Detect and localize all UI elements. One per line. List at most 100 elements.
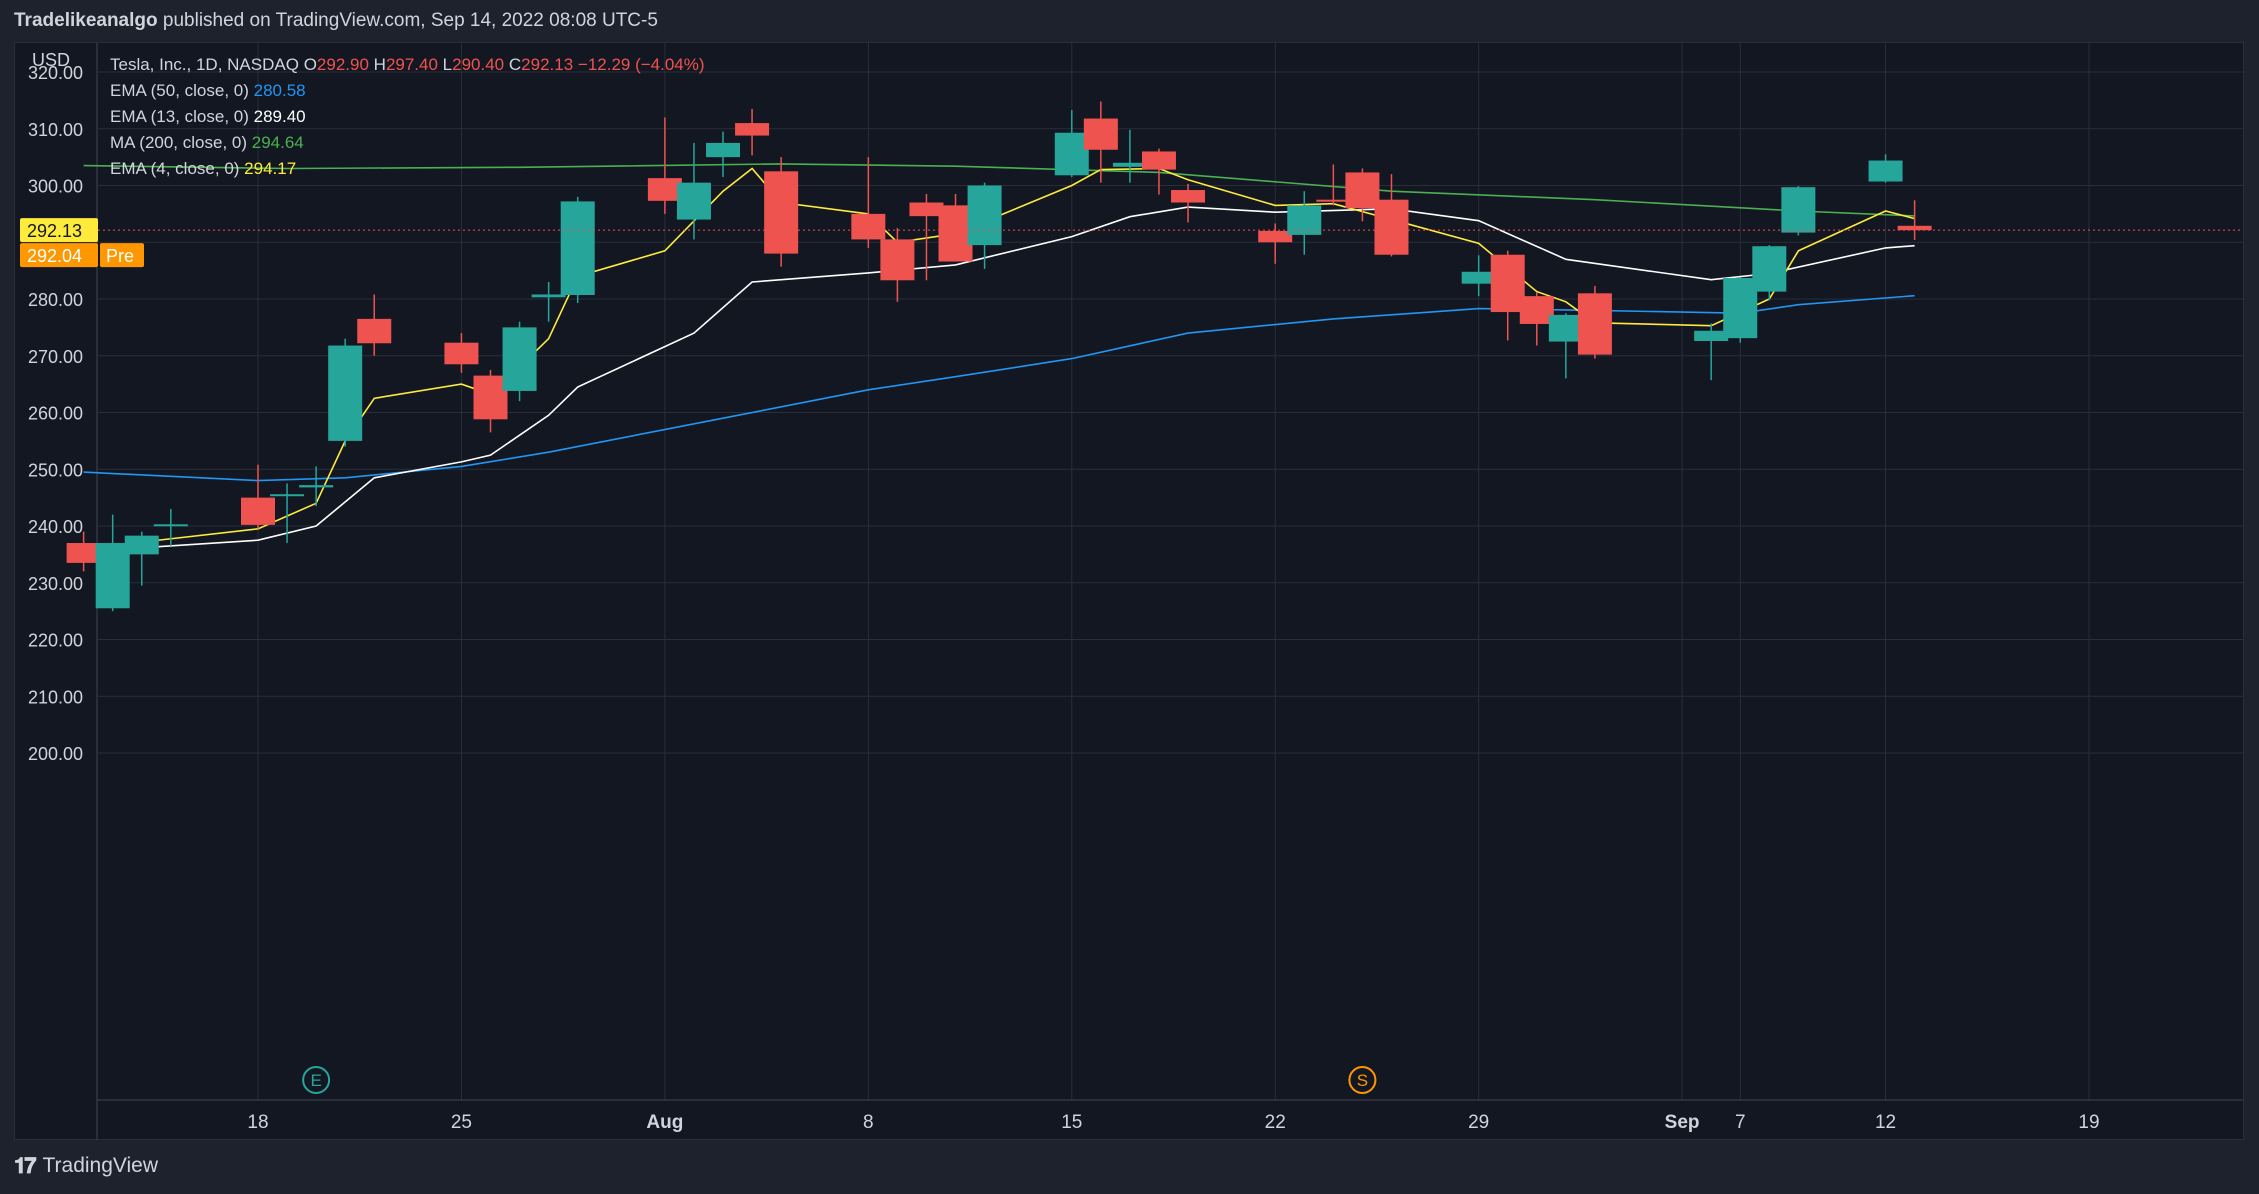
y-tick-label: 280.00	[28, 290, 83, 310]
x-tick-label: Sep	[1665, 1112, 1700, 1133]
x-tick-label: 29	[1468, 1112, 1489, 1133]
y-tick-label: 230.00	[28, 574, 83, 594]
candle-body-down	[938, 205, 973, 262]
candle-body-down	[1141, 151, 1176, 170]
candle-body-down	[1083, 118, 1118, 150]
price-badge	[20, 218, 98, 243]
ohlc-legend-part: H	[374, 55, 386, 74]
candle-body-down	[1519, 296, 1554, 324]
candle-body-up	[560, 201, 595, 296]
candle-body-up	[531, 294, 566, 298]
split-marker-icon	[1348, 1066, 1377, 1094]
candle-body-down	[1897, 225, 1932, 231]
y-tick-label: 320.00	[28, 63, 83, 83]
y-tick-label: 250.00	[28, 460, 83, 480]
candle-body-down	[735, 123, 770, 136]
ohlc-legend-part: 290.40	[452, 55, 509, 74]
candle-body-up	[270, 494, 305, 497]
candle-body-up	[1868, 160, 1903, 182]
publish-info: published on TradingView.com, Sep 14, 20…	[157, 10, 658, 31]
ohlc-legend-part: 297.40	[386, 55, 443, 74]
candle-body-down	[764, 171, 799, 254]
candle-body-down	[1374, 199, 1409, 255]
x-tick-label: Aug	[646, 1112, 683, 1133]
currency-label: USD	[32, 50, 70, 70]
candle-body-down	[473, 375, 508, 420]
ohlc-legend-part: −12.29 (−4.04%)	[578, 55, 705, 74]
indicator-legend-value: 280.58	[254, 81, 306, 100]
ohlc-legend-part: 292.13	[521, 55, 578, 74]
candle-body-up	[153, 524, 188, 527]
candle-body-down	[444, 342, 479, 365]
candle-body-down	[851, 213, 886, 240]
y-tick-label: 270.00	[28, 347, 83, 367]
indicator-legend: EMA (13, close, 0) 289.40	[110, 107, 306, 126]
publish-header: Tradelikeanalgo published on TradingView…	[14, 10, 658, 32]
ohlc-legend: Tesla, Inc., 1D, NASDAQ O292.90 H297.40 …	[110, 55, 705, 74]
price-badge-label: 292.13	[27, 221, 82, 241]
x-tick-label: 12	[1875, 1112, 1896, 1133]
indicator-legend: EMA (50, close, 0) 280.58	[110, 81, 306, 100]
candle-body-up	[95, 543, 130, 609]
candle-body-up	[706, 142, 741, 158]
x-tick-label: 25	[451, 1112, 472, 1133]
footer: 𝟏𝟕 TradingView	[14, 1153, 158, 1179]
indicator-legend-value: 294.17	[244, 159, 296, 178]
candle-body-down	[241, 497, 275, 525]
y-tick-label: 260.00	[28, 404, 83, 424]
candle-body-up	[124, 535, 159, 555]
x-tick-label: 15	[1061, 1112, 1082, 1133]
candle-body-up	[1694, 330, 1729, 341]
x-tick-label: 8	[863, 1112, 874, 1133]
candle-body-up	[1781, 187, 1816, 233]
ohlc-legend-part: L	[443, 55, 452, 74]
earnings-marker-icon	[302, 1066, 331, 1094]
premarket-tag-label: Pre	[106, 246, 134, 266]
indicator-legend-label: EMA (50, close, 0)	[110, 81, 254, 100]
candle-body-up	[676, 182, 711, 220]
earnings-marker-label: E	[310, 1071, 321, 1090]
y-tick-label: 300.00	[28, 177, 83, 197]
premarket-badge-label: 292.04	[27, 246, 82, 266]
author-name[interactable]: Tradelikeanalgo	[14, 10, 158, 31]
candle-body-down	[357, 318, 392, 344]
indicator-legend-label: EMA (13, close, 0)	[110, 107, 254, 126]
candle-body-up	[299, 485, 334, 488]
brand-label[interactable]: TradingView	[42, 1154, 159, 1177]
candle-body-down	[1171, 190, 1206, 203]
indicator-legend-label: MA (200, close, 0)	[110, 133, 252, 152]
grid-group	[98, 43, 2243, 1100]
candle-body-up	[1112, 162, 1147, 167]
candle-body-down	[1345, 172, 1380, 209]
indicator-legend: MA (200, close, 0) 294.64	[110, 133, 304, 152]
y-tick-label: 220.00	[28, 631, 83, 651]
ohlc-legend-part: Tesla, Inc., 1D, NASDAQ	[110, 55, 304, 74]
chart-frame	[14, 42, 2244, 1140]
candle-body-down	[1258, 230, 1293, 243]
indicator-legend: EMA (4, close, 0) 294.17	[110, 159, 296, 178]
candle-body-up	[1548, 314, 1583, 342]
indicator-legend-label: EMA (4, close, 0)	[110, 159, 244, 178]
premarket-tag	[100, 243, 144, 268]
y-tick-label: 210.00	[28, 687, 83, 707]
candle-body-down	[880, 239, 915, 281]
y-tick-label: 200.00	[28, 744, 83, 764]
ohlc-legend-part: C	[509, 55, 521, 74]
candle-body-down	[1577, 293, 1612, 355]
indicator-legend-value: 289.40	[254, 107, 306, 126]
candle-body-up	[1723, 278, 1758, 339]
candle-body-up	[1752, 246, 1787, 292]
candle-body-up	[967, 185, 1002, 246]
candle-body-down	[66, 543, 101, 563]
x-tick-label: 22	[1265, 1112, 1286, 1133]
x-tick-label: 7	[1735, 1112, 1746, 1133]
y-tick-label: 310.00	[28, 120, 83, 140]
tradingview-logo-icon[interactable]: 𝟏𝟕	[14, 1153, 37, 1178]
indicator-legend-value: 294.64	[252, 133, 304, 152]
candle-body-up	[1054, 132, 1089, 176]
premarket-badge	[20, 243, 98, 268]
candle-body-up	[1461, 271, 1496, 284]
ohlc-legend-part: O	[304, 55, 317, 74]
candle-body-down	[1490, 254, 1525, 313]
